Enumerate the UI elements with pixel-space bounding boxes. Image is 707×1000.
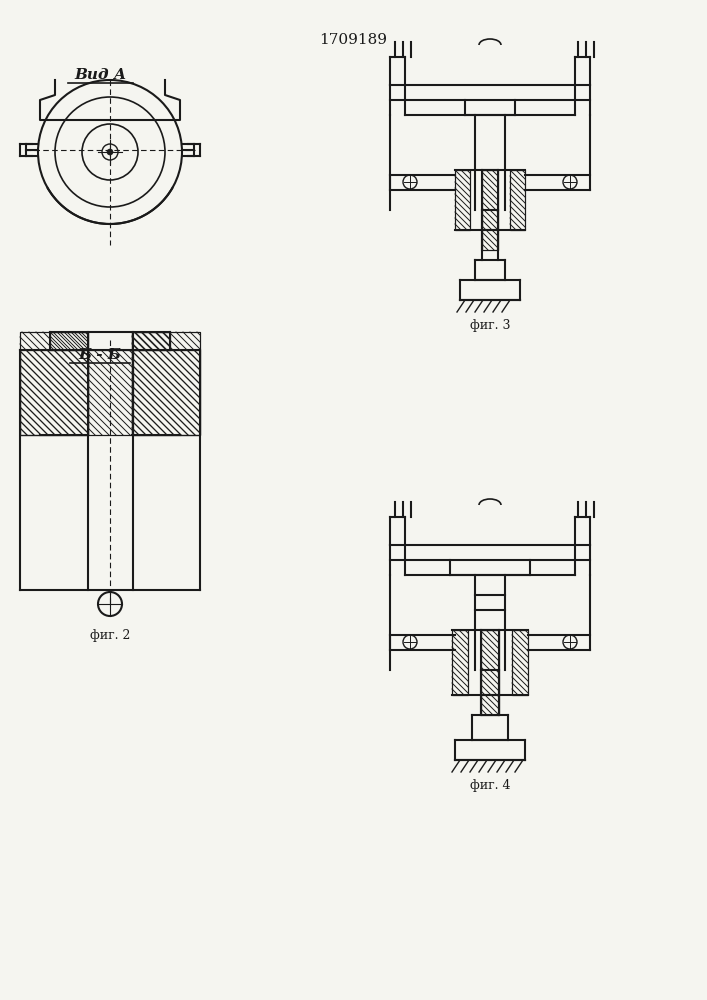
Text: фиг. 4: фиг. 4: [469, 778, 510, 792]
Text: фиг. 2: фиг. 2: [90, 629, 130, 642]
Text: 1709189: 1709189: [319, 33, 387, 47]
Text: Вид А: Вид А: [74, 68, 126, 82]
Text: фиг. 3: фиг. 3: [469, 318, 510, 332]
Text: Б - Б: Б - Б: [78, 348, 122, 362]
Circle shape: [107, 149, 113, 155]
